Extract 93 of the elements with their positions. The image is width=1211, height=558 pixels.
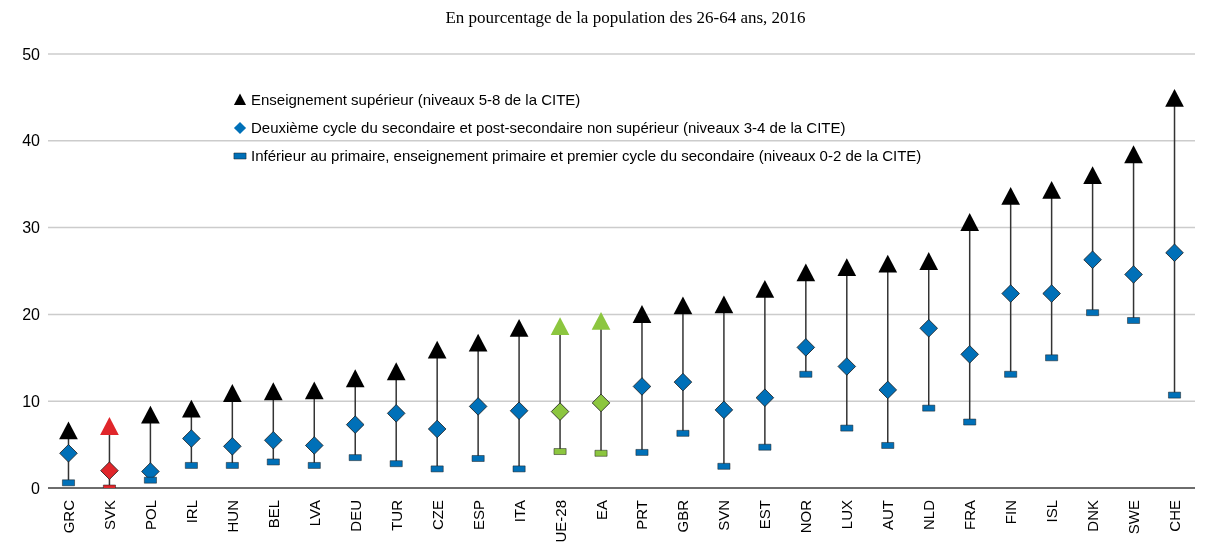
x-tick-label: UE-28 — [551, 500, 569, 543]
point — [1165, 243, 1184, 262]
point — [1042, 180, 1061, 199]
chart-title: En pourcentage de la population des 26-64 ans, 2016 — [444, 8, 807, 29]
point — [1124, 265, 1143, 284]
x-tick-label: BEL — [264, 500, 282, 529]
point — [182, 429, 201, 448]
x-tick-label: NLD — [920, 499, 938, 531]
x-tick-label: LUX — [838, 500, 856, 530]
point — [919, 319, 938, 338]
x-tick-label: ITA — [510, 500, 528, 523]
point — [632, 305, 652, 323]
point — [509, 318, 529, 337]
point — [755, 279, 775, 298]
point — [387, 404, 406, 423]
x-tick-label: FRA — [961, 500, 979, 530]
y-tick-label: 20 — [22, 306, 41, 324]
point — [714, 295, 734, 314]
x-tick-label: SVN — [715, 500, 733, 531]
point — [960, 345, 979, 364]
point — [386, 362, 406, 381]
point — [223, 437, 242, 456]
point — [345, 369, 365, 388]
x-tick-label: HUN — [223, 500, 241, 533]
point — [59, 421, 78, 440]
point — [1165, 88, 1184, 107]
point — [632, 377, 652, 396]
point — [714, 400, 734, 420]
point — [550, 317, 570, 336]
point — [59, 444, 78, 463]
x-tick-label: DNK — [1084, 500, 1102, 532]
x-tick-label: CZE — [428, 500, 446, 530]
point — [550, 402, 570, 421]
point — [591, 312, 611, 330]
point — [837, 357, 856, 376]
point — [182, 399, 201, 418]
y-tick-label: 10 — [22, 392, 41, 410]
y-tick-label: 0 — [31, 479, 41, 497]
point — [796, 338, 816, 357]
point — [346, 415, 365, 434]
x-tick-label: PRT — [633, 500, 651, 530]
x-tick-label: DEU — [346, 500, 364, 532]
point — [1001, 187, 1021, 205]
x-tick-label: POL — [141, 500, 159, 531]
point — [1083, 250, 1102, 269]
x-tick-label: FIN — [1002, 500, 1020, 525]
point — [878, 254, 898, 273]
legend-label: Inférieur au primaire, enseignement primaire et premier cycle du secondaire (niveaux 0-2 de la CITE) — [251, 146, 922, 166]
point — [755, 388, 775, 407]
point — [222, 384, 242, 402]
point — [960, 213, 980, 231]
point — [673, 296, 693, 315]
y-tick-label: 30 — [22, 219, 41, 237]
point — [264, 431, 283, 450]
x-tick-label: EA — [592, 500, 610, 521]
point — [1001, 284, 1020, 303]
x-tick-label: TUR — [387, 499, 405, 531]
point — [263, 382, 283, 401]
y-tick-label: 40 — [22, 132, 41, 150]
x-tick-label: SWE — [1125, 500, 1143, 535]
point — [427, 340, 447, 359]
x-tick-label: LVA — [305, 500, 323, 527]
x-tick-label: ISL — [1043, 500, 1061, 523]
legend-label: Deuxième cycle du secondaire et post-secondaire non supérieur (niveaux 3-4 de la CITE) — [251, 118, 846, 138]
point — [919, 252, 939, 270]
point — [673, 372, 693, 392]
point — [1124, 145, 1143, 164]
point — [1083, 166, 1102, 185]
point — [100, 417, 119, 435]
point — [141, 405, 160, 424]
x-tick-label: GBR — [674, 499, 692, 533]
point — [304, 381, 324, 400]
x-tick-label: SVK — [100, 500, 118, 531]
point — [100, 461, 119, 480]
x-tick-label: AUT — [879, 500, 897, 530]
x-tick-label: CHE — [1166, 500, 1184, 532]
point — [509, 401, 529, 420]
x-tick-label: ESP — [469, 500, 487, 531]
point — [837, 258, 857, 277]
point — [305, 436, 324, 455]
x-tick-label: NOR — [797, 499, 815, 534]
legend-label: Enseignement supérieur (niveaux 5-8 de la CITE) — [251, 90, 581, 110]
point — [427, 419, 447, 439]
point — [796, 263, 816, 282]
point — [591, 393, 611, 413]
x-tick-label: GRC — [59, 499, 77, 534]
point — [1042, 284, 1061, 303]
point — [468, 397, 488, 416]
x-tick-label: EST — [756, 500, 774, 530]
y-tick-label: 50 — [22, 45, 41, 63]
point — [878, 380, 897, 400]
point — [468, 333, 488, 352]
x-tick-label: IRL — [182, 500, 200, 524]
